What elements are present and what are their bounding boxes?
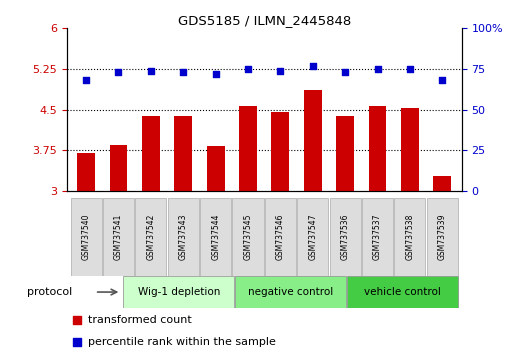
Point <box>211 71 220 77</box>
Bar <box>362 198 393 276</box>
Text: GSM737544: GSM737544 <box>211 214 220 261</box>
Point <box>72 318 81 323</box>
Bar <box>71 198 102 276</box>
Bar <box>235 276 346 308</box>
Text: GSM737536: GSM737536 <box>341 214 350 261</box>
Point <box>406 66 414 72</box>
Bar <box>232 198 264 276</box>
Point <box>244 66 252 72</box>
Bar <box>200 198 231 276</box>
Text: GSM737537: GSM737537 <box>373 214 382 261</box>
Text: GSM737538: GSM737538 <box>405 214 415 261</box>
Bar <box>401 108 419 191</box>
Text: percentile rank within the sample: percentile rank within the sample <box>88 337 277 347</box>
Text: Wig-1 depletion: Wig-1 depletion <box>137 287 220 297</box>
Text: GSM737545: GSM737545 <box>244 214 252 261</box>
Point <box>373 66 382 72</box>
Bar <box>271 112 289 191</box>
Bar <box>135 198 166 276</box>
Text: GSM737547: GSM737547 <box>308 214 317 261</box>
Bar <box>168 198 199 276</box>
Point <box>114 69 123 75</box>
Point <box>82 78 90 83</box>
Bar <box>110 145 127 191</box>
Bar <box>174 116 192 191</box>
Bar <box>347 276 458 308</box>
Bar <box>207 145 225 191</box>
Bar <box>239 106 257 191</box>
Point <box>179 69 187 75</box>
Bar <box>336 116 354 191</box>
Bar <box>297 198 328 276</box>
Text: GSM737542: GSM737542 <box>146 214 155 261</box>
Text: transformed count: transformed count <box>88 315 192 325</box>
Text: GSM737546: GSM737546 <box>276 214 285 261</box>
Text: GSM737541: GSM737541 <box>114 214 123 261</box>
Text: negative control: negative control <box>248 287 333 297</box>
Bar <box>433 176 451 191</box>
Text: GSM737539: GSM737539 <box>438 214 447 261</box>
Bar <box>304 90 322 191</box>
Text: GSM737540: GSM737540 <box>82 214 91 261</box>
Bar <box>369 106 386 191</box>
Bar <box>142 116 160 191</box>
Text: vehicle control: vehicle control <box>364 287 441 297</box>
Point <box>72 339 81 344</box>
Point <box>341 69 349 75</box>
Bar <box>123 276 234 308</box>
Bar <box>103 198 134 276</box>
Point <box>277 68 285 74</box>
Point <box>147 68 155 74</box>
Bar <box>427 198 458 276</box>
Title: GDS5185 / ILMN_2445848: GDS5185 / ILMN_2445848 <box>177 14 351 27</box>
Text: GSM737543: GSM737543 <box>179 214 188 261</box>
Bar <box>77 153 95 191</box>
Text: protocol: protocol <box>27 287 72 297</box>
Bar <box>394 198 425 276</box>
Bar <box>265 198 296 276</box>
Point <box>438 78 446 83</box>
Point <box>309 63 317 69</box>
Bar <box>329 198 361 276</box>
